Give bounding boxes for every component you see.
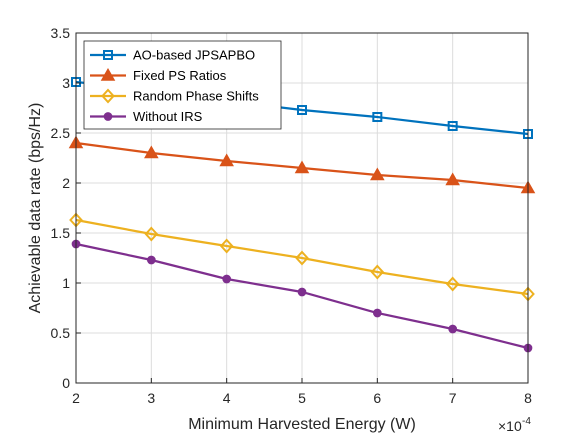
- legend: AO-based JPSAPBO Fixed PS Ratios Random Ph…: [83, 40, 282, 130]
- x-tick-label-5: 7: [449, 390, 457, 406]
- y-tick-label-6: 3: [62, 75, 70, 91]
- x-tick-label-4: 6: [373, 390, 381, 406]
- data-point-0-4: [372, 112, 383, 122]
- y-tick-label-0: 0: [62, 375, 70, 391]
- data-point-3-3: [297, 287, 307, 297]
- y-axis-label: Achievable data rate (bps/Hz): [27, 103, 44, 314]
- data-point-1-5: [445, 172, 460, 186]
- data-point-3-5: [448, 324, 458, 334]
- data-point-0-5: [447, 121, 458, 131]
- data-point-3-1: [146, 255, 156, 265]
- data-point-3-4: [372, 308, 382, 318]
- data-point-1-4: [370, 167, 385, 181]
- data-point-2-2: [219, 238, 234, 254]
- x-tick-label-0: 2: [72, 390, 80, 406]
- legend-marker-1: [100, 67, 116, 81]
- y-tick-label-5: 2.5: [51, 125, 71, 141]
- data-point-3-2: [222, 274, 232, 284]
- x-tick-label-6: 8: [524, 390, 532, 406]
- y-tick-label-7: 3.5: [51, 25, 71, 41]
- legend-marker-0: [103, 50, 113, 60]
- x-axis-label: Minimum Harvested Energy (W): [188, 416, 416, 433]
- legend-label-2: Random Phase Shifts: [133, 89, 259, 104]
- x-tick-label-1: 3: [147, 390, 155, 406]
- y-tick-label-1: 0.5: [51, 325, 71, 341]
- data-point-2-4: [370, 264, 385, 280]
- data-point-2-5: [445, 276, 460, 292]
- tick-labels: 2 3 4 5 6 7 8 0 0.5 1 1.5 2 2.5 3 3.5: [51, 25, 533, 406]
- data-point-1-3: [294, 160, 310, 174]
- series-line-2: [75, 218, 529, 296]
- y-tick-label-4: 2: [62, 175, 70, 191]
- x-multiplier: ×10: [498, 418, 522, 434]
- legend-label-3: Without IRS: [133, 109, 203, 124]
- series-3: [71, 239, 533, 353]
- y-tick-label-2: 1: [62, 275, 70, 291]
- x-multiplier-exponent: -4: [522, 416, 531, 427]
- series-1: [68, 135, 536, 194]
- data-point-0-3: [297, 105, 307, 115]
- x-tick-label-3: 5: [298, 390, 306, 406]
- y-tick-label-3: 1.5: [51, 225, 71, 241]
- data-point-1-2: [219, 153, 234, 167]
- data-point-1-1: [144, 145, 159, 159]
- data-point-2-1: [144, 226, 159, 242]
- legend-label-0: AO-based JPSAPBO: [133, 48, 255, 63]
- legend-marker-2: [101, 88, 115, 104]
- legend-label-1: Fixed PS Ratios: [133, 68, 227, 83]
- legend-marker-3: [103, 112, 113, 121]
- x-tick-label-2: 4: [223, 390, 231, 406]
- data-point-2-3: [295, 250, 309, 266]
